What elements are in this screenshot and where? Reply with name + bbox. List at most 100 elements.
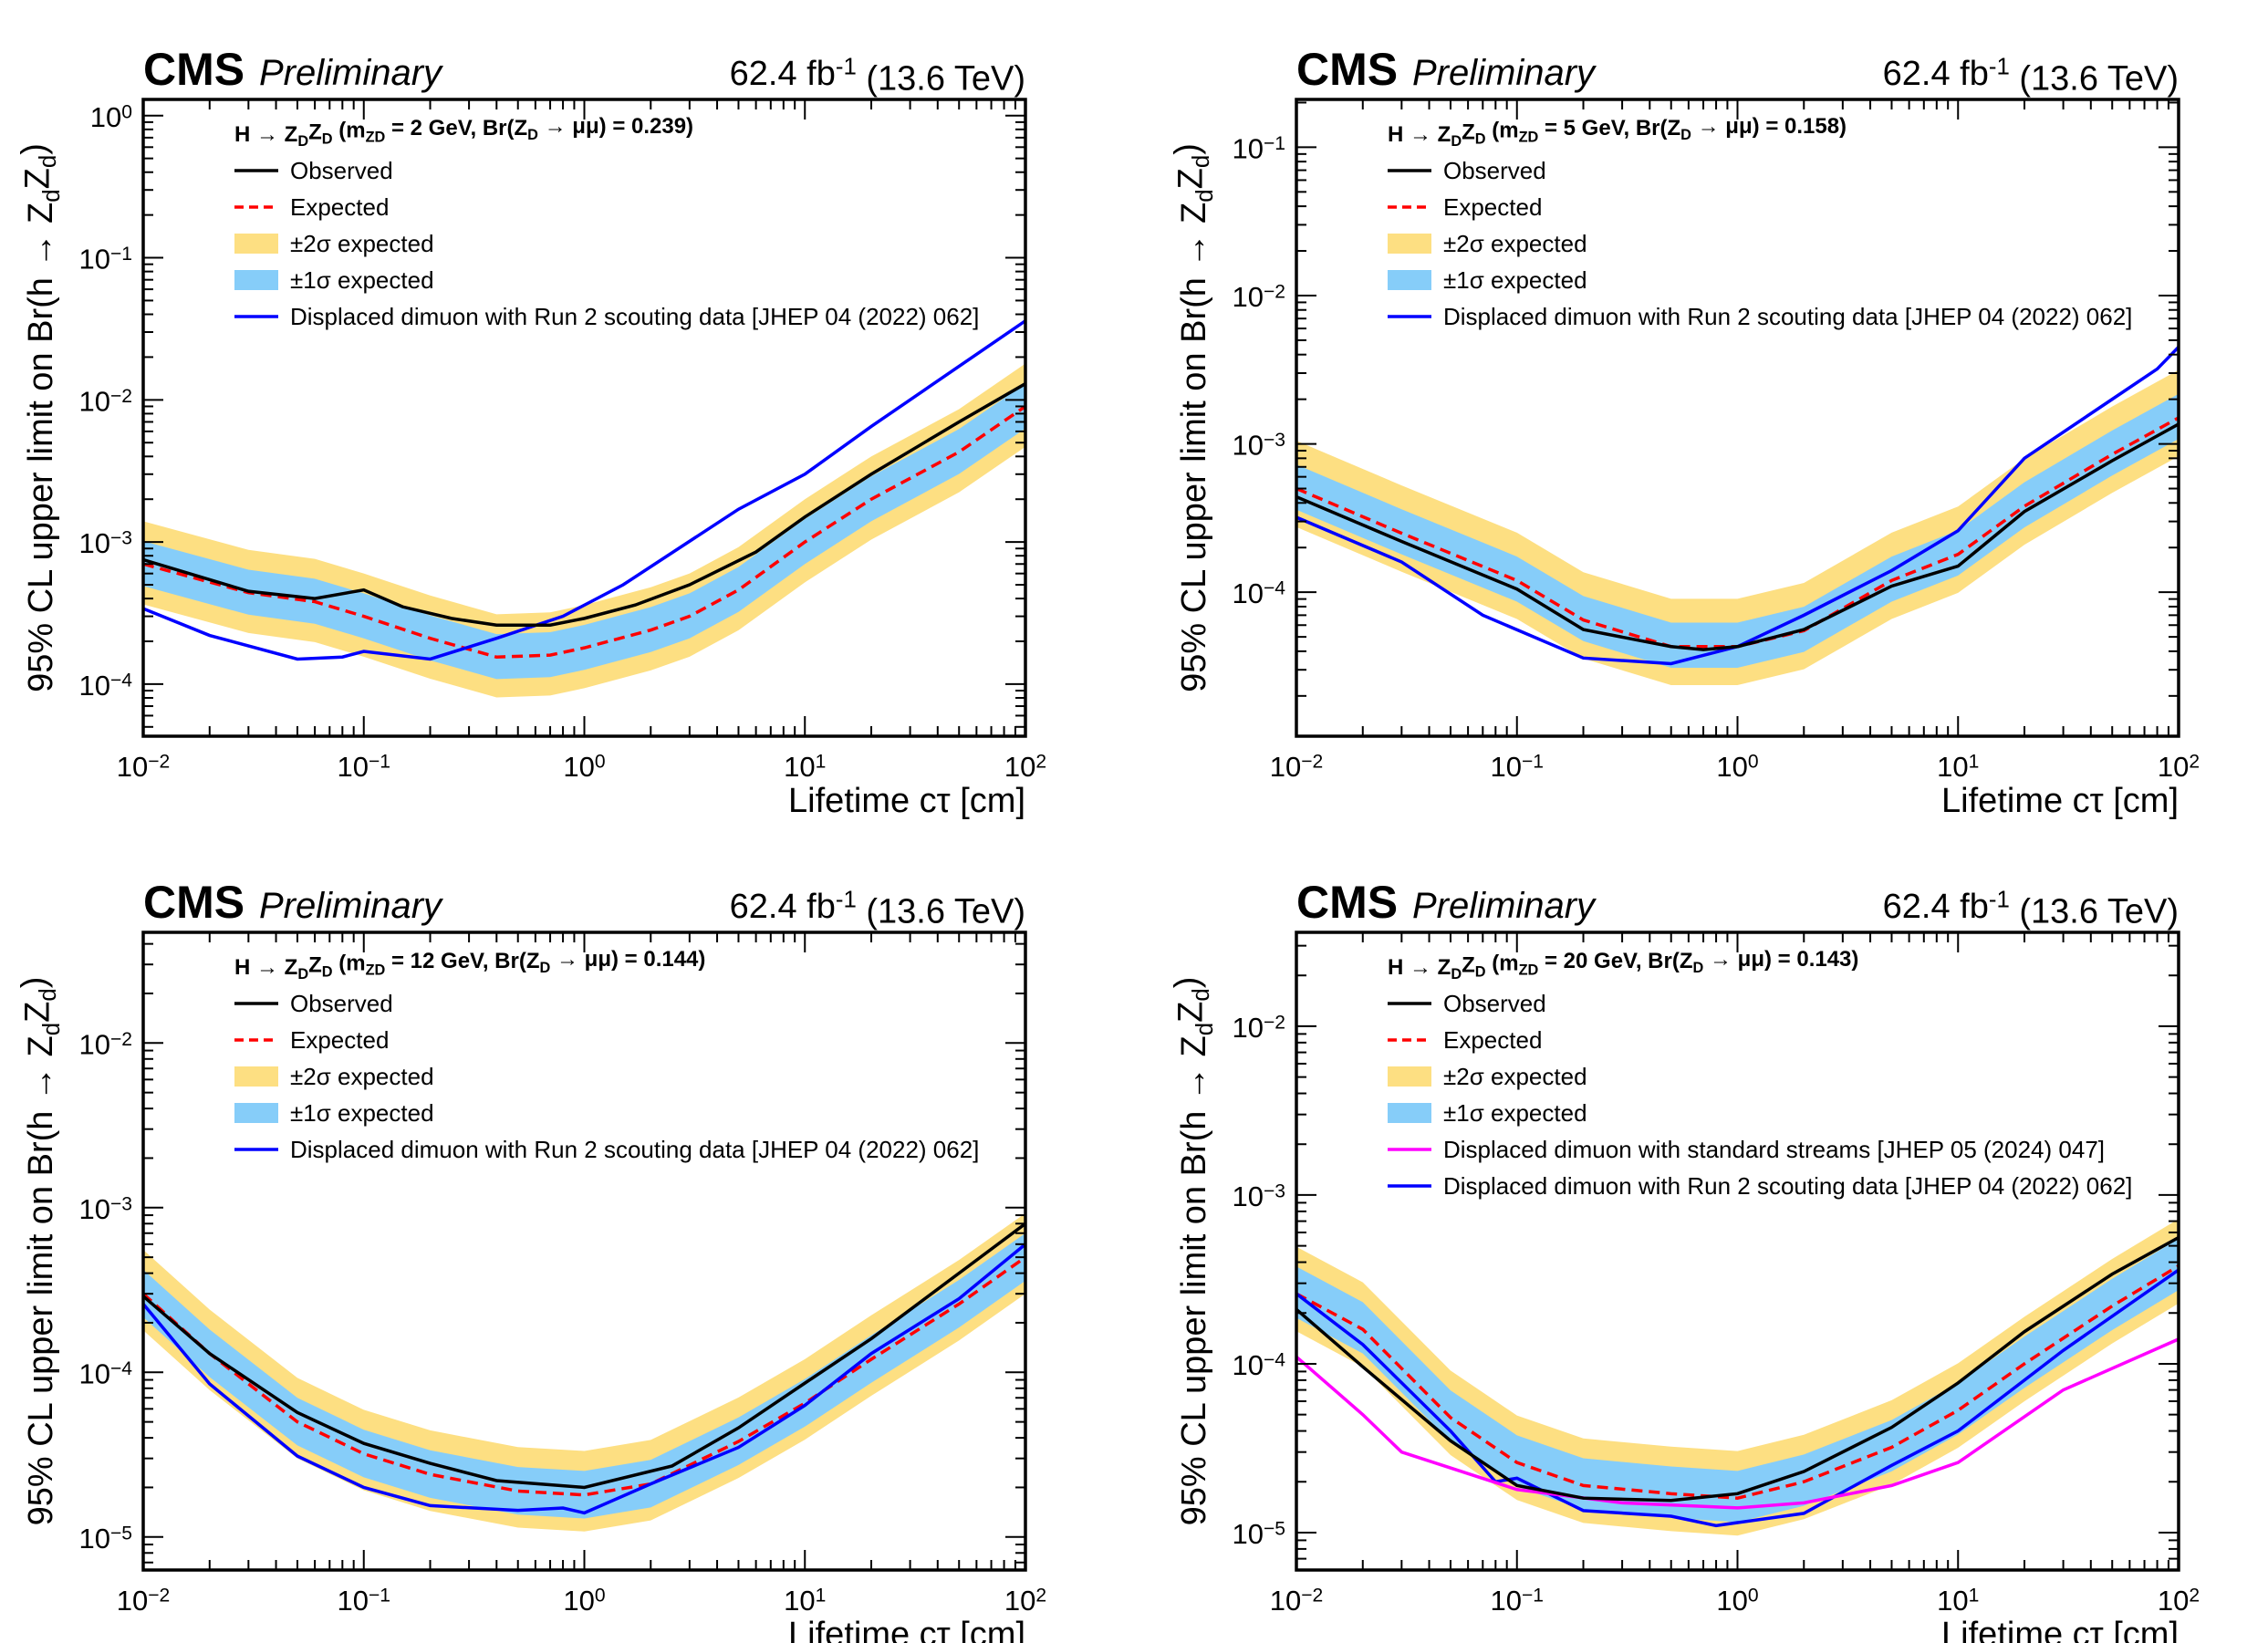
y-axis-title: 95% CL upper limit on Br(h → ZdZd) (16, 977, 65, 1526)
x-tick-label: 101 (784, 751, 826, 783)
y-tick-label: 10−3 (1232, 1180, 1285, 1212)
chart-panel-3: 10−2 10−1 100 101 102 10−2 10−3 10−4 10−5 Lifetim… (16, 877, 1046, 1643)
legend-label: ±2σ expected (290, 1063, 434, 1090)
x-tick-label: 10−1 (337, 751, 390, 783)
legend-title: H → ZDZD (mZD = 12 GeV, Br(ZD → μμ) = 0.… (234, 947, 705, 983)
legend-swatch (1388, 1066, 1431, 1087)
x-axis-title: Lifetime cτ [cm] (788, 1616, 1025, 1643)
x-tick-label: 100 (563, 1585, 605, 1617)
experiment-label: CMS (1296, 44, 1398, 95)
luminosity-label: 62.4 fb-1 (13.6 TeV) (730, 887, 1025, 931)
legend-label: Displaced dimuon with Run 2 scouting dat… (1443, 303, 2132, 330)
axis-ticks (142, 99, 1025, 736)
legend-swatch (234, 270, 278, 290)
band-2sigma (1296, 369, 2179, 685)
x-tick-label: 10−1 (337, 1585, 390, 1617)
legend-label: Displaced dimuon with Run 2 scouting dat… (290, 1136, 979, 1163)
legend-swatch (234, 1066, 278, 1087)
legend-swatch (234, 1103, 278, 1123)
legend-swatch (1388, 1103, 1431, 1123)
legend-label: Observed (1443, 990, 1546, 1017)
x-tick-label: 10−2 (117, 751, 171, 783)
x-tick-label: 101 (1937, 1585, 1979, 1617)
legend-swatch (1388, 270, 1431, 290)
experiment-label: CMS (1296, 877, 1398, 928)
y-tick-label: 10−5 (1232, 1518, 1285, 1550)
preliminary-label: Preliminary (259, 53, 444, 93)
legend-label: ±2σ expected (1443, 1063, 1587, 1090)
legend-label: Displaced dimuon with standard streams [… (1443, 1136, 2105, 1163)
legend-label: Displaced dimuon with Run 2 scouting dat… (1443, 1172, 2132, 1200)
legend-label: Expected (1443, 193, 1542, 221)
legend-label: Observed (290, 990, 393, 1017)
chart-panel-4: 10−2 10−1 100 101 102 10−2 10−3 10−4 10−5 Lifetim… (1169, 877, 2200, 1643)
legend-label: ±1σ expected (1443, 266, 1587, 294)
y-tick-label: 10−4 (78, 1357, 132, 1389)
legend-label: ±1σ expected (290, 266, 434, 294)
axis-ticks (1295, 99, 2179, 736)
x-tick-label: 10−1 (1490, 751, 1544, 783)
expected-line (143, 1255, 1025, 1497)
plot-area (1296, 346, 2179, 685)
x-tick-label: 100 (1716, 751, 1758, 783)
band-1sigma (1296, 1238, 2179, 1523)
legend-label: Expected (1443, 1026, 1542, 1054)
x-tick-label: 10−2 (1270, 751, 1324, 783)
legend-title: H → ZDZD (mZD = 2 GeV, Br(ZD → μμ) = 0.2… (234, 114, 693, 150)
band-1sigma (143, 1232, 1025, 1519)
luminosity-label: 62.4 fb-1 (13.6 TeV) (1883, 54, 2179, 98)
legend: H → ZDZD (mZD = 20 GeV, Br(ZD → μμ) = 0.… (1388, 947, 2132, 1200)
legend-label: ±1σ expected (290, 1099, 434, 1127)
y-axis-title: 95% CL upper limit on Br(h → ZdZd) (1169, 977, 1218, 1526)
chart-panel-2: 10−2 10−1 100 101 102 10−1 10−2 10−3 10−4 Lifetim… (1169, 44, 2200, 820)
y-tick-label: 10−3 (78, 1193, 132, 1225)
y-tick-label: 10−4 (78, 670, 132, 702)
plot-area (1296, 1219, 2179, 1536)
preliminary-label: Preliminary (1412, 886, 1597, 926)
y-tick-label: 10−3 (1232, 430, 1285, 462)
expected-line (143, 405, 1025, 660)
x-tick-label: 102 (1004, 751, 1046, 783)
x-tick-label: 100 (563, 751, 605, 783)
plot-area (143, 1212, 1025, 1532)
expected-line (1296, 1264, 2179, 1500)
plot-area (143, 319, 1025, 698)
y-tick-label: 10−2 (1232, 281, 1285, 313)
chart-panel-1: 10−2 10−1 100 101 102 100 10−1 10−2 10−3 10−4 Life… (16, 44, 1046, 820)
x-tick-label: 102 (2158, 1585, 2200, 1617)
axis-ticks (1295, 932, 2179, 1571)
luminosity-label: 62.4 fb-1 (13.6 TeV) (1883, 887, 2179, 931)
legend-label: ±1σ expected (1443, 1099, 1587, 1127)
legend: H → ZDZD (mZD = 12 GeV, Br(ZD → μμ) = 0.… (234, 947, 979, 1163)
y-tick-label: 100 (90, 101, 132, 133)
band-1sigma (143, 383, 1025, 680)
reference-line-1 (143, 319, 1025, 661)
x-axis-title: Lifetime cτ [cm] (1941, 1616, 2179, 1643)
legend-label: ±2σ expected (290, 230, 434, 257)
x-tick-label: 101 (784, 1585, 826, 1617)
legend-label: Expected (290, 193, 389, 221)
y-tick-label: 10−4 (1232, 1349, 1285, 1381)
legend-swatch (234, 234, 278, 254)
reference-line-1 (1296, 346, 2179, 666)
x-tick-label: 100 (1716, 1585, 1758, 1617)
y-tick-label: 10−2 (78, 1028, 132, 1060)
legend-label: Observed (290, 157, 393, 184)
x-tick-label: 101 (1937, 751, 1979, 783)
legend: H → ZDZD (mZD = 2 GeV, Br(ZD → μμ) = 0.2… (234, 114, 979, 330)
luminosity-label: 62.4 fb-1 (13.6 TeV) (730, 54, 1025, 98)
legend-label: ±2σ expected (1443, 230, 1587, 257)
preliminary-label: Preliminary (259, 886, 444, 926)
x-axis-title: Lifetime cτ [cm] (788, 782, 1025, 820)
y-tick-label: 10−4 (1232, 577, 1285, 609)
legend-title: H → ZDZD (mZD = 20 GeV, Br(ZD → μμ) = 0.… (1388, 947, 1858, 983)
y-tick-label: 10−2 (78, 385, 132, 417)
reference-line-2 (1296, 1337, 2179, 1510)
y-axis-title: 95% CL upper limit on Br(h → ZdZd) (16, 143, 65, 692)
reference-line-1 (143, 1243, 1025, 1515)
x-tick-label: 102 (1004, 1585, 1046, 1617)
legend-label: Expected (290, 1026, 389, 1054)
legend-title: H → ZDZD (mZD = 5 GeV, Br(ZD → μμ) = 0.1… (1388, 114, 1847, 150)
legend-swatch (1388, 234, 1431, 254)
